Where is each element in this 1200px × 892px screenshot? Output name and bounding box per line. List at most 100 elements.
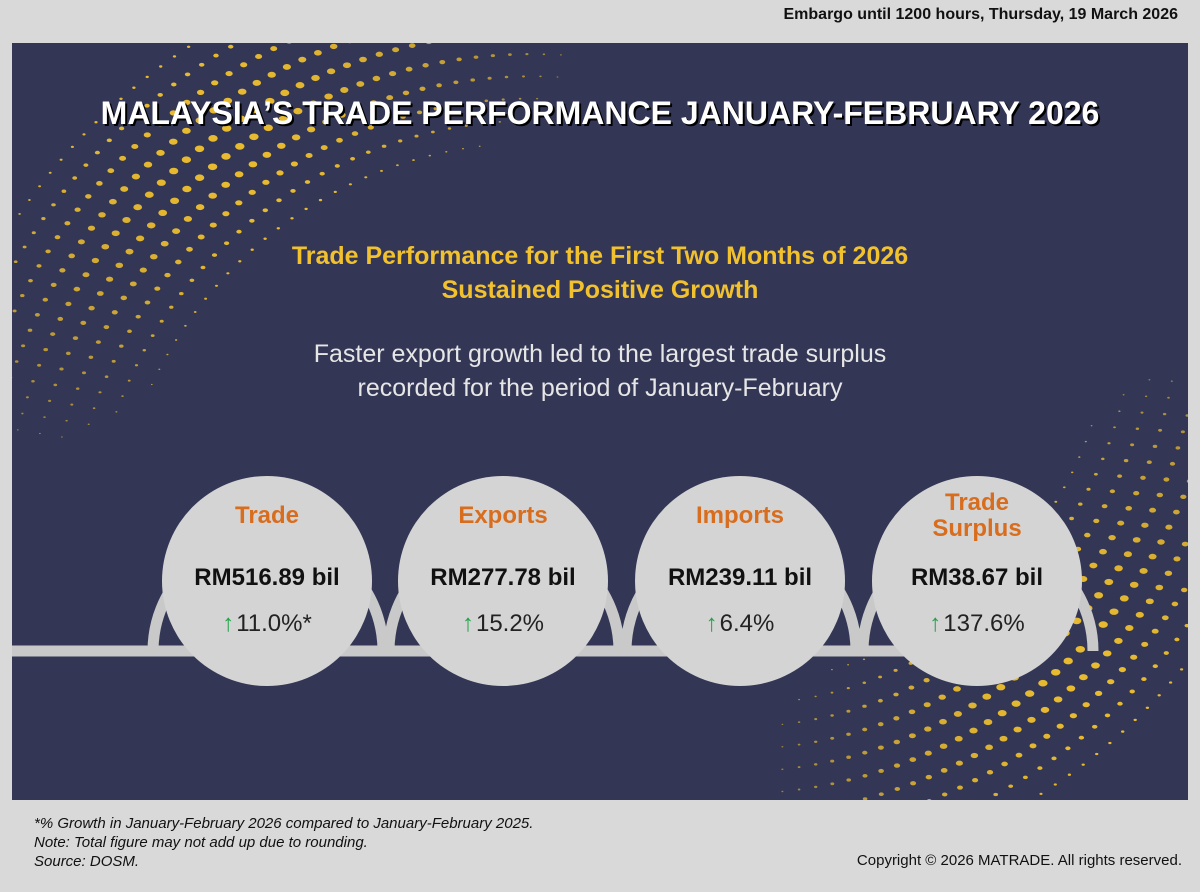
gold-dot: [375, 51, 383, 57]
gold-dot: [194, 174, 205, 182]
metric-value: RM239.11 bil: [667, 564, 813, 591]
gold-dot: [1069, 516, 1074, 521]
gold-dot: [1163, 477, 1170, 482]
tagline: Faster export growth led to the largest …: [12, 337, 1188, 405]
gold-dot: [70, 145, 74, 148]
gold-dot: [939, 743, 948, 749]
gold-dot: [248, 161, 258, 168]
gold-dot: [878, 675, 883, 679]
gold-dot: [972, 778, 979, 783]
gold-dot: [830, 691, 834, 694]
gold-dot: [389, 71, 397, 77]
gold-dot: [189, 278, 195, 283]
gold-dot: [1122, 394, 1125, 396]
gold-dot: [1175, 446, 1181, 450]
gold-dot: [103, 325, 110, 330]
gold-dot: [276, 198, 282, 203]
gold-dot: [16, 429, 19, 431]
gold-dot: [1066, 685, 1076, 692]
gold-dot: [57, 316, 64, 321]
gold-dot: [101, 243, 110, 250]
gold-dot: [1001, 761, 1008, 767]
gold-dot: [924, 750, 932, 756]
gold-dot: [518, 97, 522, 100]
gold-dot: [72, 336, 79, 341]
gold-dot: [129, 281, 137, 287]
gold-dot: [1141, 677, 1147, 682]
gold-dot: [209, 107, 219, 114]
gold-dot: [42, 297, 49, 302]
gold-dot: [134, 364, 139, 367]
gold-dot: [445, 151, 448, 153]
gold-dot: [1069, 713, 1078, 719]
gold-dot: [999, 735, 1008, 742]
gold-dot: [262, 151, 272, 158]
gold-dot: [53, 383, 58, 387]
metric-label: Trade Surplus: [932, 489, 1022, 542]
gold-dot: [150, 254, 158, 260]
gold-dot: [957, 785, 963, 790]
gold-dot: [342, 62, 352, 69]
embargo-notice: Embargo until 1200 hours, Thursday, 19 M…: [783, 6, 1179, 23]
gold-dot: [320, 145, 328, 151]
gold-dot: [398, 139, 403, 143]
gold-dot: [43, 416, 46, 418]
gold-dot: [154, 286, 161, 291]
gold-dot: [156, 121, 164, 127]
gold-dot: [145, 75, 149, 79]
gold-dot: [236, 115, 246, 123]
gold-dot: [1158, 428, 1163, 432]
gold-dot: [211, 253, 218, 257]
gold-dot: [172, 228, 181, 234]
gold-dot: [278, 115, 288, 123]
gold-dot: [447, 127, 452, 130]
gold-dot: [59, 367, 64, 371]
gold-dot: [1104, 578, 1114, 586]
gold-dot: [159, 65, 163, 68]
gold-dot: [48, 171, 52, 174]
gold-dot: [462, 147, 464, 150]
gold-dot: [196, 89, 205, 96]
gold-dot: [186, 246, 193, 252]
gold-dot: [318, 198, 323, 202]
gold-dot: [298, 56, 307, 63]
gold-dot: [38, 432, 41, 435]
gold-dot: [1108, 741, 1112, 745]
gold-dot: [1078, 502, 1083, 506]
gold-dot: [144, 103, 150, 108]
gold-dot: [169, 305, 174, 309]
gold-dot: [200, 265, 206, 270]
gold-dot: [144, 191, 154, 198]
gold-dot: [367, 125, 374, 130]
gold-dot: [878, 768, 884, 773]
gold-dot: [213, 53, 219, 58]
metric-value: RM516.89 bil: [194, 564, 340, 591]
gold-dot: [1181, 541, 1188, 547]
gold-dot: [61, 436, 63, 438]
gold-dot: [372, 75, 381, 82]
gold-dot: [1043, 733, 1051, 739]
gold-dot: [13, 260, 18, 264]
gold-dot: [107, 168, 115, 174]
gold-dot: [214, 284, 219, 287]
gold-dot: [428, 154, 431, 157]
gold-dot: [1121, 730, 1125, 733]
gold-dot: [1174, 637, 1180, 642]
gold-dot: [175, 259, 182, 265]
gold-dot: [143, 161, 153, 168]
gold-dot: [34, 313, 40, 317]
gold-dot: [556, 76, 559, 78]
gold-dot: [106, 109, 110, 112]
metric-imports: Imports RM239.11 bil ↑6.4%: [635, 476, 845, 686]
gold-dot: [1081, 763, 1085, 766]
gold-dot: [12, 309, 17, 313]
gold-dot: [164, 272, 171, 278]
gold-dot: [83, 163, 89, 167]
gold-dot: [862, 773, 868, 778]
gold-dot: [1015, 752, 1023, 758]
gold-dot: [830, 714, 834, 717]
gold-dot: [1118, 667, 1127, 673]
gold-dot: [48, 399, 52, 402]
gold-dot: [525, 53, 529, 56]
gold-dot: [426, 43, 432, 45]
